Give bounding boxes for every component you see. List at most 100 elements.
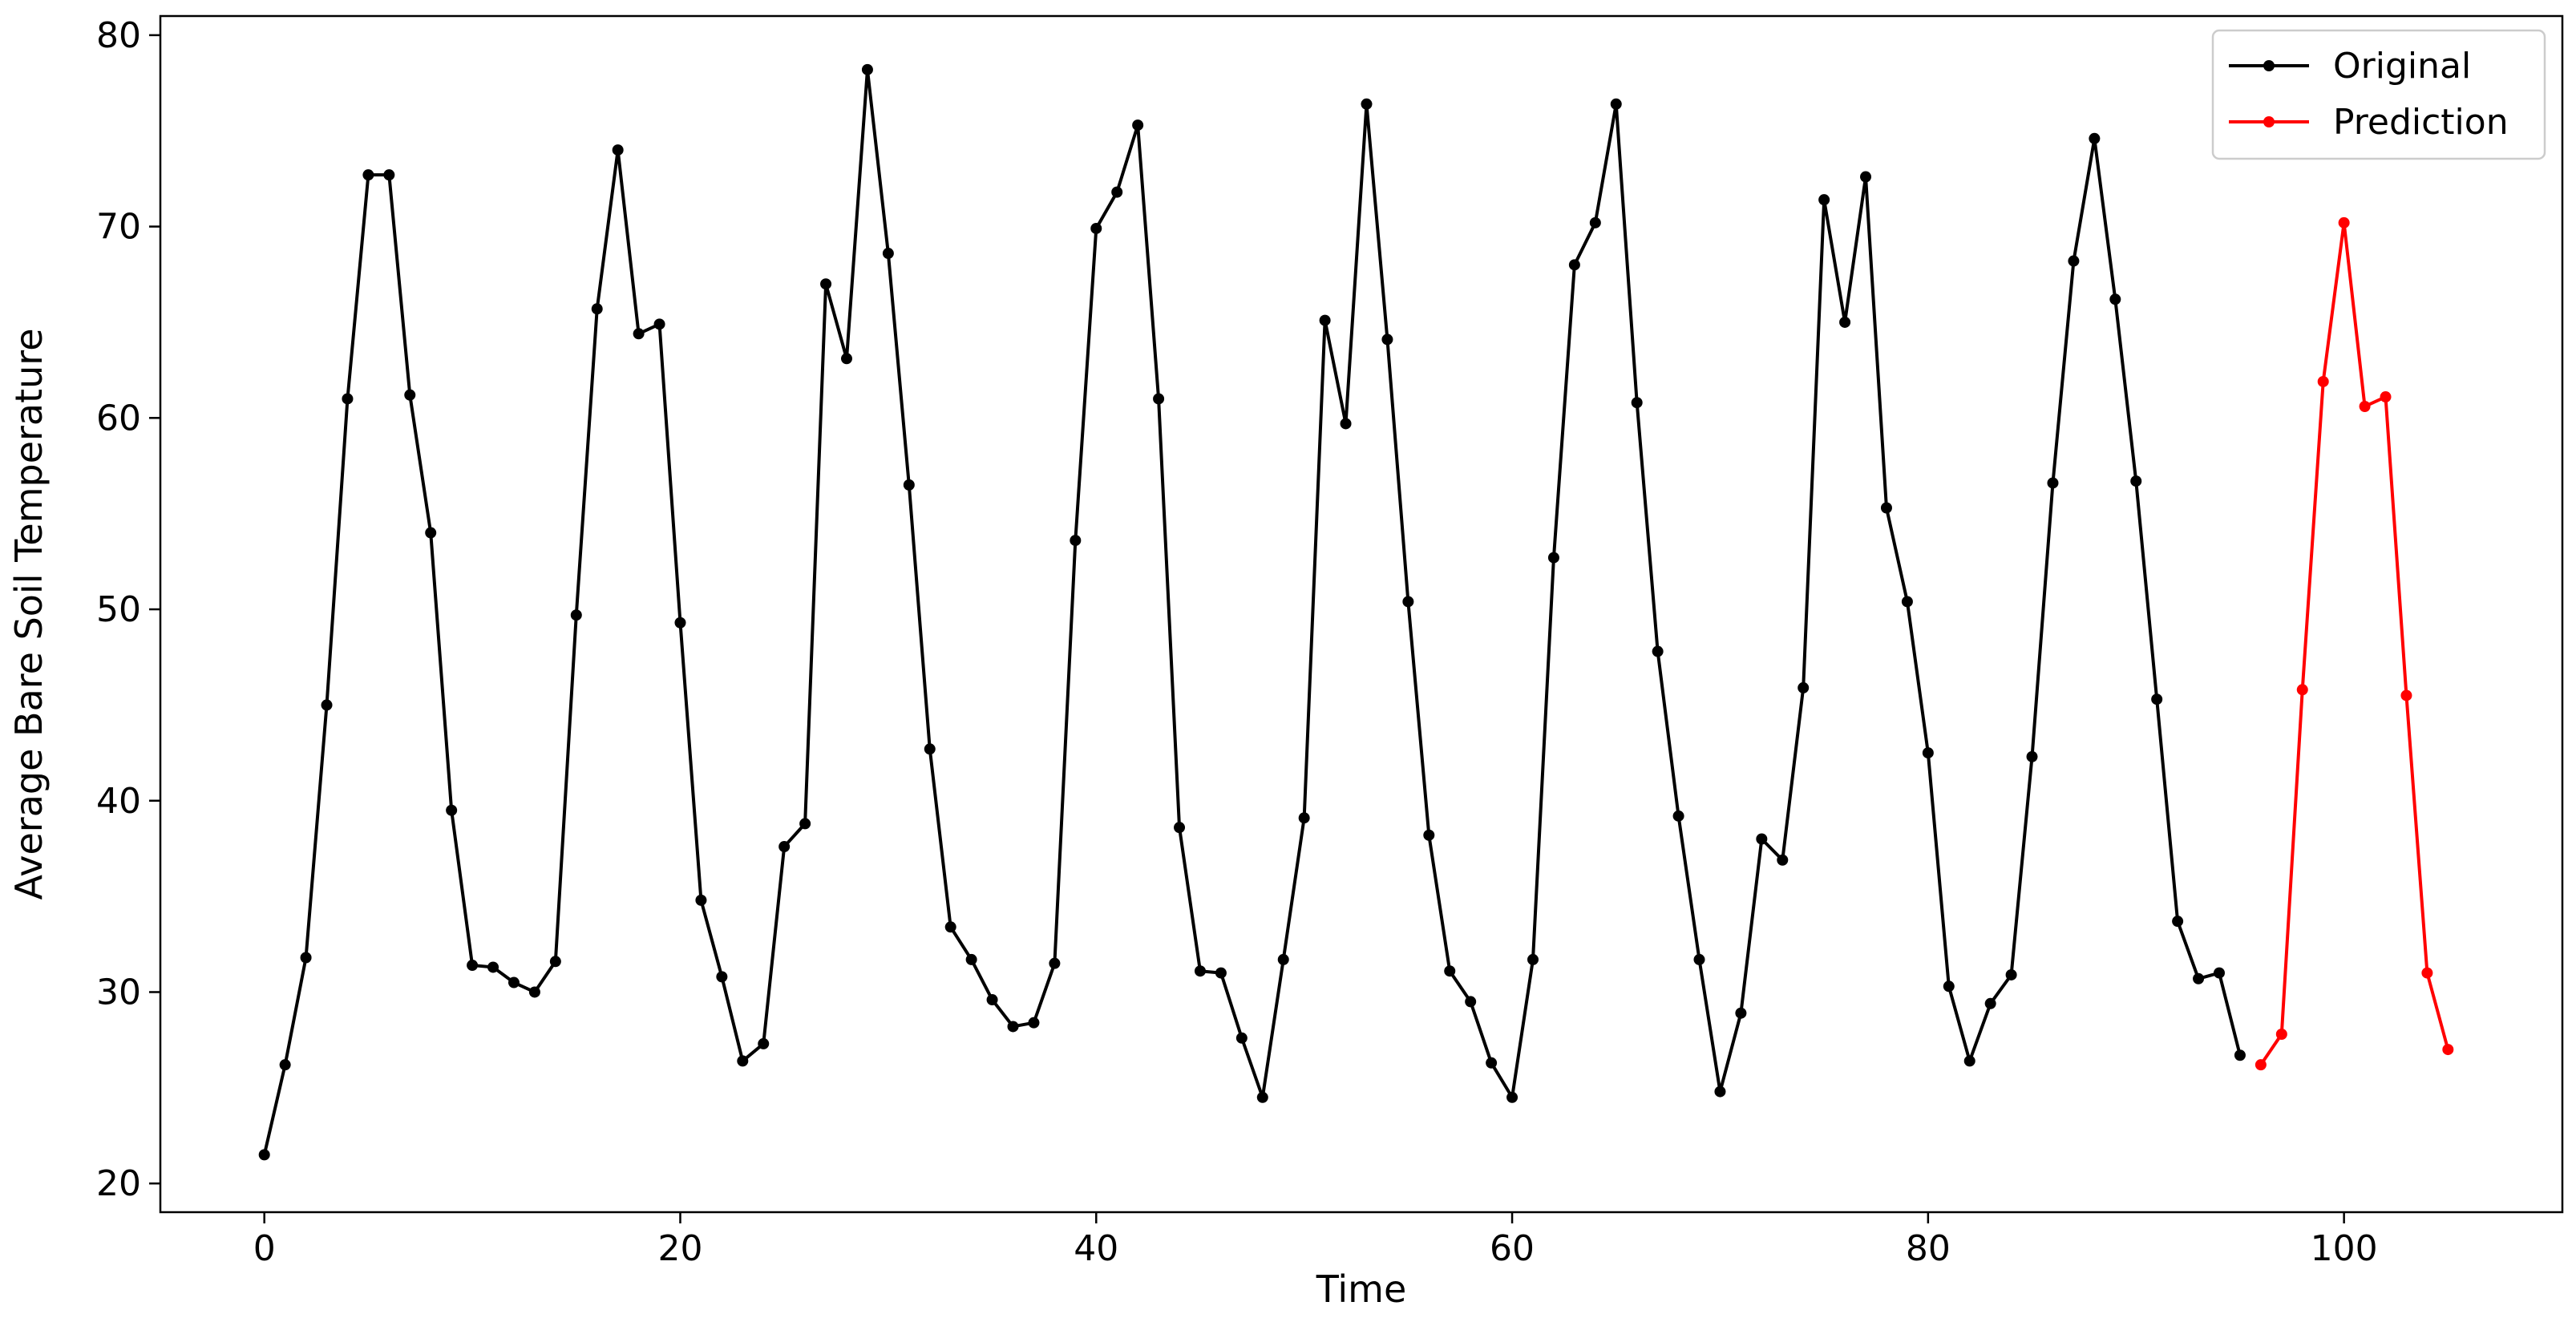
original-data-point bbox=[841, 353, 852, 365]
x-tick-label: 100 bbox=[2311, 1228, 2378, 1269]
original-data-point bbox=[633, 328, 645, 340]
original-data-point bbox=[1631, 397, 1643, 409]
x-tick-label: 40 bbox=[1074, 1228, 1118, 1269]
original-data-point bbox=[1506, 1091, 1519, 1103]
plot-frame bbox=[159, 14, 2564, 1214]
original-data-point bbox=[2047, 477, 2059, 489]
original-data-point bbox=[2172, 916, 2184, 928]
legend-original-label: Original bbox=[2333, 46, 2471, 87]
original-data-point bbox=[1901, 596, 1913, 608]
series-layer bbox=[258, 63, 2454, 1161]
original-data-point bbox=[2089, 132, 2101, 144]
original-data-point bbox=[1319, 314, 1331, 326]
original-data-point bbox=[1444, 965, 1456, 977]
original-data-point bbox=[1547, 552, 1559, 564]
original-data-point bbox=[528, 986, 540, 998]
original-data-point bbox=[1277, 953, 1289, 965]
original-data-point bbox=[1028, 1017, 1040, 1029]
original-data-point bbox=[1527, 953, 1539, 965]
original-data-point bbox=[653, 318, 665, 330]
y-tick-label: 40 bbox=[96, 781, 141, 822]
original-data-point bbox=[716, 971, 728, 983]
original-data-point bbox=[903, 479, 915, 491]
y-tick-label: 60 bbox=[96, 398, 141, 439]
original-data-point bbox=[2005, 968, 2017, 980]
original-data-point bbox=[1256, 1091, 1268, 1103]
y-tick-label: 80 bbox=[96, 15, 141, 56]
y-axis: 20 30 40 50 60 70 80 bbox=[96, 15, 160, 1204]
prediction-data-point bbox=[2317, 375, 2329, 387]
original-data-point bbox=[737, 1055, 749, 1067]
x-tick-label: 60 bbox=[1490, 1228, 1535, 1269]
original-data-point bbox=[591, 303, 603, 315]
original-data-point bbox=[1839, 316, 1851, 328]
original-data-point bbox=[321, 699, 333, 711]
original-data-point bbox=[2130, 475, 2142, 487]
original-data-point bbox=[1984, 997, 1996, 1009]
original-data-point bbox=[1672, 810, 1684, 822]
original-data-point bbox=[986, 994, 998, 1006]
y-tick-label: 20 bbox=[96, 1163, 141, 1204]
original-data-point bbox=[1090, 222, 1102, 234]
original-data-point bbox=[1174, 822, 1186, 834]
y-tick-label: 30 bbox=[96, 972, 141, 1013]
original-series-line bbox=[262, 67, 2242, 1155]
original-data-point bbox=[2214, 967, 2225, 979]
original-data-point bbox=[1235, 1032, 1248, 1044]
original-data-point bbox=[1111, 186, 1123, 198]
original-data-point bbox=[279, 1059, 291, 1071]
original-data-point bbox=[1714, 1086, 1726, 1098]
original-data-point bbox=[882, 248, 894, 260]
original-data-point bbox=[1818, 194, 1830, 206]
original-data-point bbox=[1381, 334, 1393, 346]
original-data-point bbox=[2151, 693, 2163, 705]
prediction-series-line bbox=[2259, 220, 2450, 1066]
prediction-data-point bbox=[2380, 391, 2392, 403]
original-data-point bbox=[425, 527, 437, 539]
original-data-point bbox=[1153, 393, 1165, 405]
x-axis: 0 20 40 60 80 100 bbox=[253, 1212, 2378, 1269]
y-tick-label: 70 bbox=[96, 207, 141, 248]
original-data-point bbox=[861, 63, 873, 75]
original-data-point bbox=[924, 743, 936, 755]
original-data-point bbox=[2109, 293, 2121, 305]
original-data-point bbox=[467, 960, 479, 972]
original-data-point bbox=[1215, 967, 1227, 979]
legend-prediction-marker bbox=[2263, 116, 2275, 127]
original-data-point bbox=[487, 961, 499, 973]
original-data-point bbox=[258, 1149, 270, 1161]
original-data-point bbox=[1922, 747, 1934, 759]
original-data-point bbox=[1465, 996, 1477, 1008]
original-data-point bbox=[1361, 98, 1373, 110]
original-data-point bbox=[404, 389, 416, 401]
original-data-point bbox=[1652, 645, 1664, 657]
x-tick-label: 20 bbox=[657, 1228, 702, 1269]
original-data-point bbox=[1693, 953, 1705, 965]
original-data-point bbox=[570, 609, 582, 621]
original-data-point bbox=[549, 956, 561, 968]
x-tick-label: 0 bbox=[253, 1228, 276, 1269]
original-data-point bbox=[1589, 216, 1601, 228]
prediction-data-point bbox=[2338, 216, 2350, 228]
original-data-point bbox=[508, 976, 520, 988]
original-data-point bbox=[342, 393, 354, 405]
prediction-data-point bbox=[2255, 1059, 2267, 1071]
original-data-point bbox=[965, 953, 977, 965]
original-data-point bbox=[612, 144, 624, 156]
original-data-point bbox=[1194, 965, 1206, 977]
original-data-point bbox=[1340, 418, 1352, 430]
original-data-point bbox=[1798, 681, 1810, 693]
original-data-point bbox=[758, 1037, 770, 1049]
legend-box bbox=[2211, 29, 2546, 160]
prediction-data-point bbox=[2296, 684, 2308, 696]
prediction-data-point bbox=[2275, 1028, 2287, 1040]
prediction-data-point bbox=[2421, 967, 2433, 979]
original-data-point bbox=[1756, 833, 1768, 845]
original-data-point bbox=[1070, 535, 1082, 547]
original-data-point bbox=[1860, 171, 1872, 183]
original-data-point bbox=[674, 617, 686, 629]
original-data-point bbox=[1007, 1021, 1019, 1033]
original-data-point bbox=[2234, 1049, 2246, 1061]
original-data-point bbox=[820, 278, 832, 290]
